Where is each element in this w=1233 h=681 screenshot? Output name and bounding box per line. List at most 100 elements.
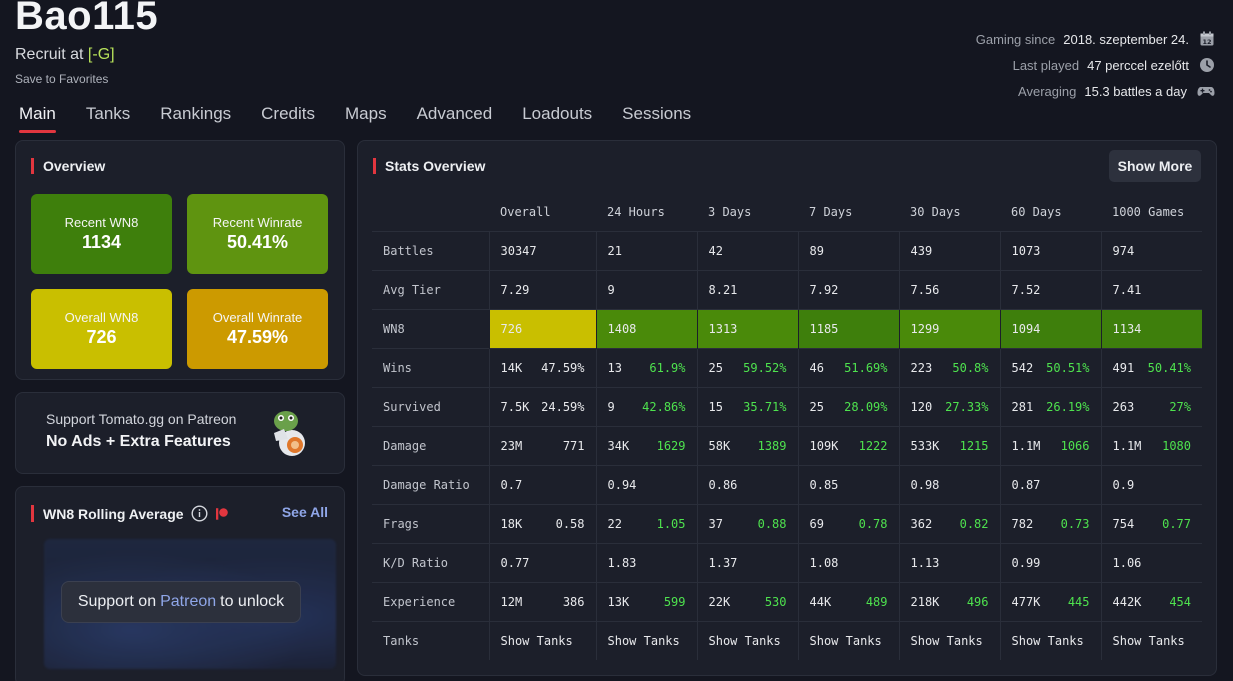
row-label: Tanks (372, 620, 489, 660)
meta-key: Averaging (1018, 83, 1077, 99)
stat-cell: 0.87 (999, 464, 1101, 504)
player-meta: Gaming since 2018. szeptember 24. 12 Las… (915, 26, 1215, 104)
tab-credits[interactable]: Credits (261, 104, 316, 123)
stat-cell: 9 42.86% (595, 386, 697, 426)
show-more-button[interactable]: Show More (1109, 150, 1201, 182)
row-label: K/D Ratio (372, 542, 489, 582)
stat-total: 491 (1112, 360, 1135, 375)
tab-advanced[interactable]: Advanced (416, 104, 493, 123)
stat-cell: 533K 1215 (898, 425, 1000, 465)
stat-split: 14K 47.59% (501, 361, 585, 375)
tab-main[interactable]: Main (19, 104, 56, 133)
stats-table: Overall 24 Hours 3 Days 7 Days 30 Days 6… (372, 193, 1202, 660)
row-label: Experience (372, 581, 489, 621)
stat-total: 46 (809, 360, 824, 375)
stat-cell: 0.99 (999, 542, 1101, 582)
stat-cell: 281 26.19% (999, 386, 1101, 426)
stats-overview-title: Stats Overview (373, 158, 485, 174)
stat-rate: 0.82 (959, 516, 989, 531)
wn8-cell: 726 (488, 308, 596, 348)
wn8-rolling-title: WN8 Rolling Average (31, 505, 229, 522)
stat-rate: 445 (1067, 594, 1090, 609)
stat-rate: 28.09% (844, 399, 888, 414)
stat-cell: 21 (595, 230, 697, 270)
stat-split: 25 28.09% (810, 400, 888, 414)
stat-cell: 263 27% (1100, 386, 1202, 426)
unlock-prefix: Support on (77, 593, 157, 610)
stat-cell: 22K 530 (696, 581, 798, 621)
stat-total: 362 (910, 516, 933, 531)
stat-split: 120 27.33% (911, 400, 989, 414)
tab-rankings[interactable]: Rankings (160, 104, 232, 123)
stat-total: 1.1M (1112, 438, 1142, 453)
stat-rate: 1215 (959, 438, 989, 453)
col-header-60d: 60 Days (1011, 204, 1062, 219)
show-tanks-link[interactable]: Show Tanks (898, 620, 1000, 660)
stat-split: 542 50.51% (1012, 361, 1090, 375)
stat-rate: 530 (764, 594, 787, 609)
stat-split: 58K 1389 (709, 439, 787, 453)
card-label: Overall Winrate (212, 310, 303, 325)
stat-cell: 542 50.51% (999, 347, 1101, 387)
stat-rate: 61.9% (649, 360, 686, 375)
stats-row-frags: Frags 18K 0.58 22 1.05 37 0.88 69 0.78 362 0.82 782… (372, 503, 1202, 543)
stat-total: 69 (809, 516, 824, 531)
stats-row-wins: Wins 14K 47.59% 13 61.9% 25 59.52% 46 51.69% 223 5… (372, 347, 1202, 387)
stat-split: 46 51.69% (810, 361, 888, 375)
row-label: Avg Tier (372, 269, 489, 309)
stats-row-damage-ratio: Damage Ratio 0.7 0.94 0.86 0.85 0.98 0.87 0.9 (372, 464, 1202, 504)
row-label: Battles (372, 230, 489, 270)
stat-split: 281 26.19% (1012, 400, 1090, 414)
stat-total: 223 (910, 360, 933, 375)
stat-cell: 477K 445 (999, 581, 1101, 621)
stat-cell: 0.94 (595, 464, 697, 504)
stat-cell: 0.9 (1100, 464, 1202, 504)
stat-cell: 13K 599 (595, 581, 697, 621)
stat-rate: 1066 (1060, 438, 1090, 453)
unlock-patreon-link[interactable]: Patreon (160, 593, 217, 610)
header-corner (372, 193, 489, 231)
stat-cell: 18K 0.58 (488, 503, 596, 543)
stat-rate: 454 (1169, 594, 1191, 609)
tab-maps[interactable]: Maps (345, 104, 387, 123)
show-tanks-link[interactable]: Show Tanks (595, 620, 697, 660)
show-tanks-link[interactable]: Show Tanks (1100, 620, 1202, 660)
stat-total: 13 (607, 360, 622, 375)
stat-split: 13 61.9% (608, 361, 686, 375)
stat-cell: 0.85 (797, 464, 899, 504)
tab-tanks[interactable]: Tanks (85, 104, 131, 123)
stat-cell: 58K 1389 (696, 425, 798, 465)
patreon-unlock-button[interactable]: Support on Patreon to unlock (61, 581, 301, 623)
stats-row-wn8: WN8 726 1408 1313 1185 1299 1094 1134 (372, 308, 1202, 348)
stat-cell: 782 0.73 (999, 503, 1101, 543)
info-icon[interactable] (191, 505, 208, 522)
see-all-link[interactable]: See All (281, 504, 328, 520)
stat-cell: 439 (898, 230, 1000, 270)
stat-rate: 24.59% (541, 399, 585, 414)
card-value: 47.59% (226, 327, 289, 347)
tomato-mascot-icon (274, 411, 305, 456)
save-to-favorites-button[interactable]: Save to Favorites (15, 72, 109, 86)
stat-split: 223 50.8% (911, 361, 989, 375)
clan-tag-link[interactable]: [-G] (87, 46, 115, 63)
tab-sessions[interactable]: Sessions (622, 104, 692, 123)
stat-total: 22K (708, 594, 731, 609)
stat-cell: 46 51.69% (797, 347, 899, 387)
stat-cell: 1.1M 1080 (1100, 425, 1202, 465)
stats-overview-panel: Stats Overview Show More Overall 24 Hour… (357, 140, 1217, 676)
stat-total: 477K (1011, 594, 1041, 609)
show-tanks-link[interactable]: Show Tanks (797, 620, 899, 660)
patreon-promo[interactable]: Support Tomato.gg on Patreon No Ads + Ex… (15, 392, 345, 474)
show-tanks-link[interactable]: Show Tanks (999, 620, 1101, 660)
row-label: Survived (372, 386, 489, 426)
show-tanks-link[interactable]: Show Tanks (696, 620, 798, 660)
stat-cell: 12M 386 (488, 581, 596, 621)
stat-cell: 25 28.09% (797, 386, 899, 426)
stat-split: 533K 1215 (911, 439, 989, 453)
stat-cell: 1073 (999, 230, 1101, 270)
stat-rate: 489 (865, 594, 888, 609)
card-label: Recent Winrate (212, 215, 303, 230)
tab-loadouts[interactable]: Loadouts (522, 104, 593, 123)
show-tanks-link[interactable]: Show Tanks (488, 620, 596, 660)
stat-cell: 1.83 (595, 542, 697, 582)
